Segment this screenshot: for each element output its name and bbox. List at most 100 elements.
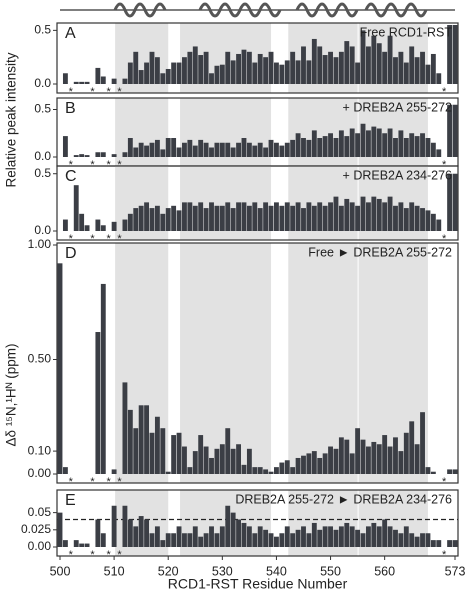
bar: [387, 128, 393, 157]
bar: [301, 138, 306, 157]
bar: [317, 202, 323, 231]
bar: [154, 526, 160, 547]
bar: [355, 62, 361, 84]
asterisk: *: [107, 159, 112, 171]
bar: [165, 68, 171, 84]
bar: [225, 142, 231, 157]
y-tick-label: 0.0: [34, 76, 51, 90]
bar: [268, 139, 274, 157]
bar: [447, 173, 453, 231]
bar: [203, 533, 209, 547]
bar: [100, 225, 106, 231]
bar: [306, 202, 312, 231]
bar: [284, 460, 290, 474]
bar: [284, 526, 290, 547]
bar: [360, 30, 366, 84]
bar: [295, 457, 301, 474]
bar: [355, 133, 361, 157]
bar: [284, 142, 290, 157]
bar: [387, 35, 393, 84]
bar: [73, 155, 79, 157]
bar: [62, 540, 68, 547]
bar: [360, 196, 366, 231]
bar: [95, 332, 101, 474]
bar: [144, 405, 150, 474]
bar: [198, 139, 204, 157]
bar: [257, 142, 263, 157]
bar: [62, 467, 68, 474]
bar: [219, 142, 225, 157]
bar: [338, 205, 344, 231]
bar: [192, 46, 198, 84]
bar: [344, 41, 350, 84]
bar: [306, 139, 312, 157]
bar: [171, 533, 177, 547]
bar: [436, 219, 442, 231]
bar: [311, 205, 317, 231]
bar: [182, 533, 187, 547]
bar: [192, 205, 198, 231]
bar: [365, 202, 371, 231]
bar: [84, 155, 90, 157]
bar: [349, 128, 355, 157]
bar: [349, 453, 355, 474]
bar: [425, 533, 431, 547]
y-tick-label: 0.0: [34, 223, 51, 237]
bar: [138, 205, 144, 231]
bar: [214, 448, 220, 474]
asterisk: *: [107, 549, 112, 561]
bar: [84, 225, 90, 231]
bar: [187, 467, 193, 474]
bar: [425, 467, 431, 474]
bar: [160, 428, 166, 474]
bar: [430, 540, 436, 547]
bar: [198, 435, 204, 474]
bar: [257, 467, 263, 474]
bar: [122, 219, 128, 231]
bar: [393, 138, 398, 157]
bar: [425, 210, 431, 231]
bar: [214, 65, 220, 84]
bar: [149, 51, 155, 84]
asterisk: *: [117, 86, 122, 98]
bar: [263, 202, 269, 231]
y-tick-label: 1.00: [28, 237, 52, 251]
bar: [246, 142, 252, 157]
bar: [144, 202, 150, 231]
bar: [393, 57, 398, 84]
bar: [192, 526, 198, 547]
x-tick-label: 560: [374, 564, 395, 578]
bar: [371, 35, 377, 84]
bar: [187, 202, 193, 231]
panel-frame: [56, 165, 459, 241]
bar: [149, 432, 155, 474]
bar: [79, 154, 85, 157]
bar: [274, 62, 279, 84]
panel-letter: D: [65, 245, 77, 262]
bar: [236, 142, 241, 157]
bar: [338, 130, 344, 157]
bar: [257, 53, 263, 84]
panel-letter: E: [65, 492, 76, 509]
bar: [127, 62, 133, 84]
bar: [322, 526, 328, 547]
bar: [447, 469, 453, 474]
bar: [187, 51, 193, 84]
bar: [236, 202, 241, 231]
bar: [355, 205, 361, 231]
bar: [333, 196, 339, 231]
bar: [274, 202, 279, 231]
bar: [328, 526, 333, 547]
bar: [311, 451, 317, 474]
bar: [295, 202, 301, 231]
bar: [398, 51, 404, 84]
bar: [133, 147, 139, 157]
bar: [165, 208, 171, 231]
bar: [182, 142, 187, 157]
bar: [333, 57, 339, 84]
bar: [203, 51, 209, 84]
asterisk: *: [69, 233, 74, 245]
bar: [225, 51, 231, 84]
bar: [425, 64, 431, 84]
bar: [403, 432, 409, 474]
